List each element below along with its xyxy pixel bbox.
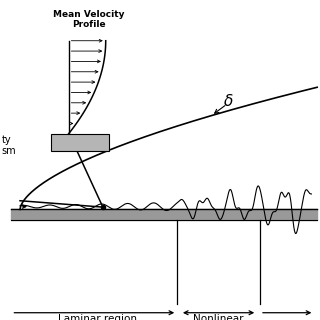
Bar xyxy=(52,134,108,151)
Bar xyxy=(12,210,317,220)
Text: δ: δ xyxy=(224,93,233,108)
Text: Nonlinear
Region: Nonlinear Region xyxy=(193,314,244,320)
Text: ty
sm: ty sm xyxy=(1,135,16,156)
Text: Laminar region: Laminar region xyxy=(58,314,137,320)
Text: Mean Velocity
Profile: Mean Velocity Profile xyxy=(53,10,124,29)
